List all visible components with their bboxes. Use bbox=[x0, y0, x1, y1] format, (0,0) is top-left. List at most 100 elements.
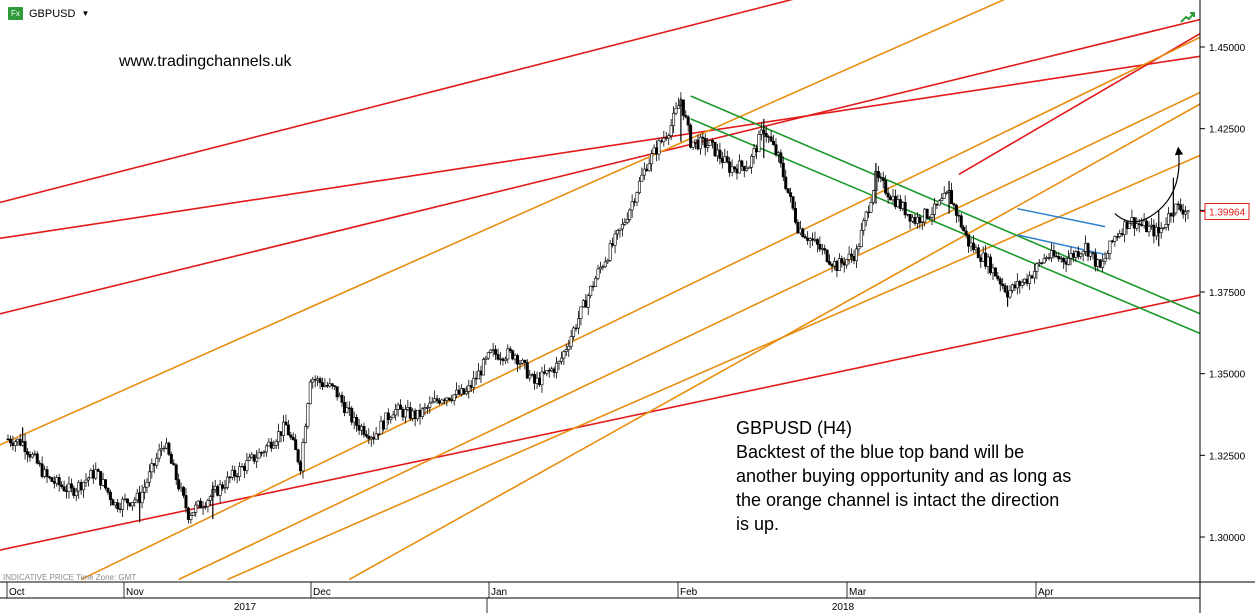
x-tick-label: Dec bbox=[313, 587, 331, 598]
candle-body bbox=[1049, 250, 1053, 259]
candle-body bbox=[357, 425, 361, 431]
candle-body bbox=[52, 481, 56, 484]
candle-body bbox=[496, 354, 500, 360]
candle-body bbox=[708, 140, 712, 146]
candle-body bbox=[1064, 261, 1068, 265]
trendline-blue bbox=[1017, 207, 1106, 228]
candle-body bbox=[347, 407, 351, 409]
candle-body bbox=[742, 165, 746, 171]
symbol-label[interactable]: GBPUSD bbox=[29, 7, 76, 20]
trend-up-icon[interactable] bbox=[1180, 10, 1196, 24]
candle-body bbox=[806, 237, 810, 241]
candle-body bbox=[759, 129, 763, 135]
candle-body bbox=[1169, 213, 1173, 217]
projection-layer bbox=[1114, 146, 1184, 223]
candle-body bbox=[808, 238, 812, 241]
candle-body bbox=[681, 99, 685, 116]
candle-body bbox=[60, 484, 64, 487]
x-tick-label: Mar bbox=[849, 587, 867, 598]
y-tick-label: 1.35000 bbox=[1209, 370, 1246, 381]
candle-body bbox=[79, 481, 83, 491]
candle-body bbox=[345, 407, 349, 413]
candle-body bbox=[377, 433, 381, 435]
price-series bbox=[6, 92, 1190, 524]
x-axis: Oct Nov Dec Jan Feb Mar Apr 2017 2018 bbox=[6, 582, 1054, 613]
candle-body bbox=[206, 500, 210, 507]
candle-body bbox=[440, 399, 444, 404]
candle-body bbox=[516, 355, 520, 365]
candle-body bbox=[143, 486, 147, 493]
candle-body bbox=[335, 386, 339, 398]
candle-body bbox=[991, 267, 995, 274]
candle-body bbox=[698, 136, 702, 150]
candle-body bbox=[1008, 290, 1012, 298]
candle-body bbox=[684, 115, 688, 118]
candle-body bbox=[45, 469, 49, 478]
candle-body bbox=[1184, 211, 1188, 215]
candle-body bbox=[481, 359, 485, 376]
trendline-orange bbox=[348, 103, 1200, 581]
candle-body bbox=[1084, 243, 1088, 252]
chart-header[interactable]: Fx GBPUSD ▼ bbox=[8, 7, 89, 20]
candle-body bbox=[584, 300, 588, 308]
candle-body bbox=[121, 498, 125, 510]
trendline-red bbox=[0, 294, 1200, 551]
candle-body bbox=[113, 502, 117, 506]
y-axis: 1.300001.325001.350001.375001.400001.425… bbox=[1200, 43, 1246, 544]
candle-body bbox=[65, 490, 69, 492]
chevron-down-icon[interactable]: ▼ bbox=[81, 9, 90, 18]
candle-body bbox=[613, 233, 617, 246]
candle-body bbox=[562, 351, 566, 359]
candle-body bbox=[1132, 217, 1136, 229]
projection-arrow bbox=[1114, 146, 1184, 223]
candle-body bbox=[774, 144, 778, 155]
candle-body bbox=[789, 192, 793, 197]
candle-body bbox=[264, 445, 268, 453]
candle-body bbox=[1101, 260, 1105, 268]
y-tick-label: 1.30000 bbox=[1209, 533, 1246, 544]
candle-body bbox=[850, 253, 854, 257]
candle-body bbox=[569, 336, 573, 347]
candle-body bbox=[386, 412, 390, 421]
candle-body bbox=[462, 388, 466, 395]
candle-body bbox=[906, 213, 910, 216]
candle-body bbox=[406, 407, 410, 410]
candle-body bbox=[472, 377, 476, 388]
candle-body bbox=[1030, 275, 1034, 279]
candle-body bbox=[194, 504, 198, 513]
candle-body bbox=[498, 358, 502, 360]
candle-body bbox=[1076, 251, 1080, 257]
candle-body bbox=[311, 379, 315, 383]
x-tick-label: Feb bbox=[680, 587, 698, 598]
candle-body bbox=[713, 141, 717, 157]
candle-body bbox=[976, 247, 980, 259]
candle-body bbox=[952, 203, 956, 206]
candle-body bbox=[579, 306, 583, 319]
candle-body bbox=[825, 249, 829, 262]
candle-body bbox=[179, 486, 183, 490]
candle-body bbox=[586, 295, 590, 308]
candle-body bbox=[832, 260, 836, 267]
candle-body bbox=[221, 484, 225, 489]
trendline-red bbox=[0, 0, 794, 204]
candle-body bbox=[718, 149, 722, 159]
candle-body bbox=[89, 470, 93, 479]
candle-body bbox=[655, 147, 659, 155]
candle-body bbox=[6, 438, 10, 441]
candle-body bbox=[1103, 258, 1107, 262]
candle-body bbox=[625, 219, 629, 223]
candle-body bbox=[803, 236, 807, 239]
watermark-url: www.tradingchannels.uk bbox=[119, 53, 292, 70]
candle-body bbox=[445, 397, 449, 401]
candle-body bbox=[735, 168, 739, 174]
candle-body bbox=[796, 221, 800, 234]
candle-body bbox=[430, 401, 434, 404]
candle-body bbox=[640, 174, 644, 182]
candle-body bbox=[1088, 252, 1092, 257]
candle-body bbox=[1052, 250, 1056, 257]
candle-body bbox=[669, 125, 673, 136]
annotation-line: Backtest of the blue top band will be bbox=[736, 442, 1025, 462]
candle-body bbox=[530, 373, 534, 376]
candle-body bbox=[711, 140, 715, 143]
